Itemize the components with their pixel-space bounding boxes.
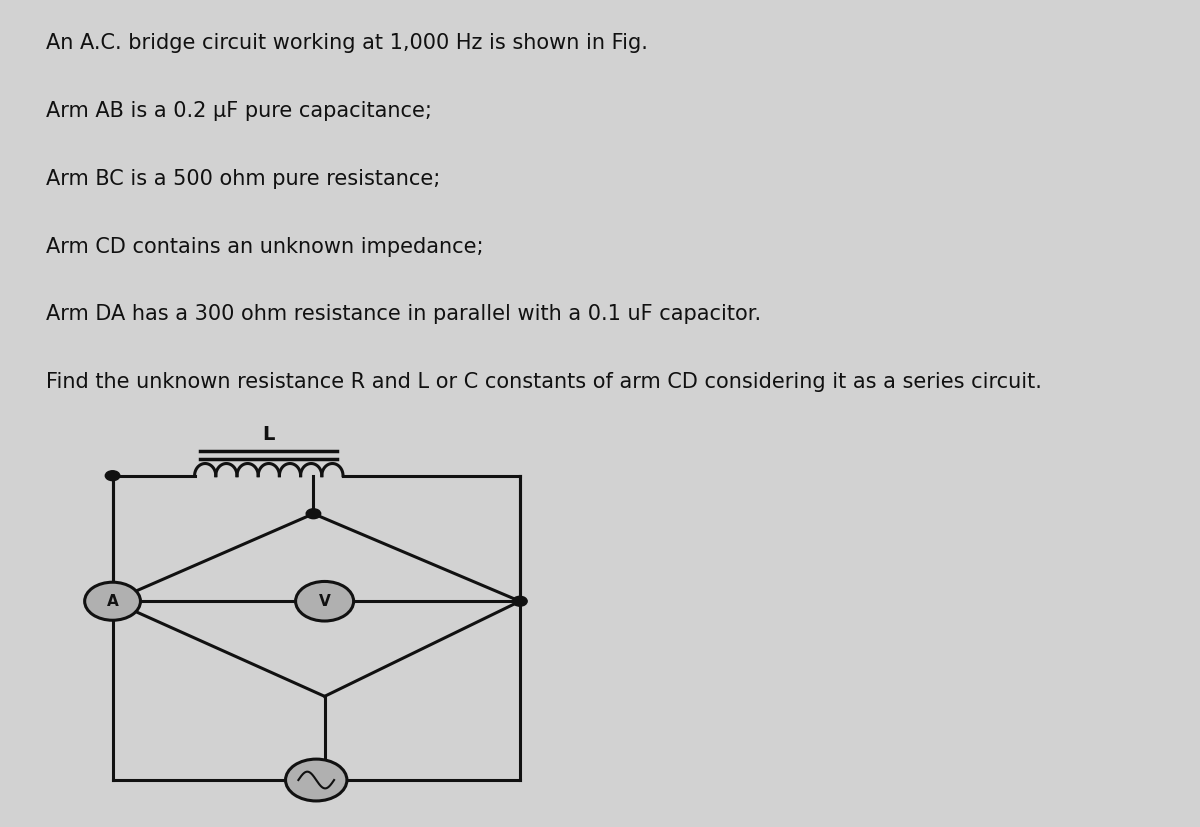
Text: Arm BC is a 500 ohm pure resistance;: Arm BC is a 500 ohm pure resistance;	[46, 169, 440, 189]
Text: An A.C. bridge circuit working at 1,000 Hz is shown in Fig.: An A.C. bridge circuit working at 1,000 …	[46, 33, 648, 53]
Text: Find the unknown resistance R and L or C constants of arm CD considering it as a: Find the unknown resistance R and L or C…	[46, 372, 1042, 392]
Text: Arm DA has a 300 ohm resistance in parallel with a 0.1 uF capacitor.: Arm DA has a 300 ohm resistance in paral…	[46, 304, 761, 324]
Circle shape	[85, 582, 140, 620]
Circle shape	[295, 581, 354, 621]
Text: L: L	[263, 425, 275, 444]
Text: V: V	[319, 594, 330, 609]
Circle shape	[106, 471, 120, 480]
Circle shape	[512, 596, 527, 606]
Text: Arm AB is a 0.2 μF pure capacitance;: Arm AB is a 0.2 μF pure capacitance;	[46, 101, 432, 121]
Text: Arm CD contains an unknown impedance;: Arm CD contains an unknown impedance;	[46, 237, 484, 256]
Text: A: A	[107, 594, 119, 609]
Circle shape	[286, 759, 347, 801]
Circle shape	[306, 509, 320, 519]
